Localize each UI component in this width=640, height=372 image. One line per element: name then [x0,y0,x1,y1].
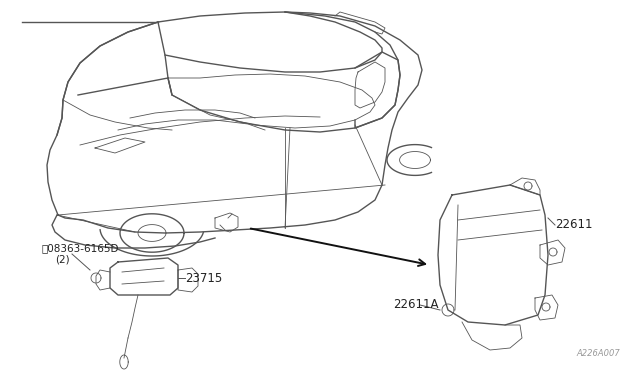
Text: 倅08363-6165D: 倅08363-6165D [42,243,120,253]
Text: A226A007: A226A007 [576,349,620,358]
Text: 22611A: 22611A [393,298,438,311]
Text: 22611: 22611 [555,218,593,231]
Text: 23715: 23715 [185,272,222,285]
Text: (2): (2) [55,255,70,265]
